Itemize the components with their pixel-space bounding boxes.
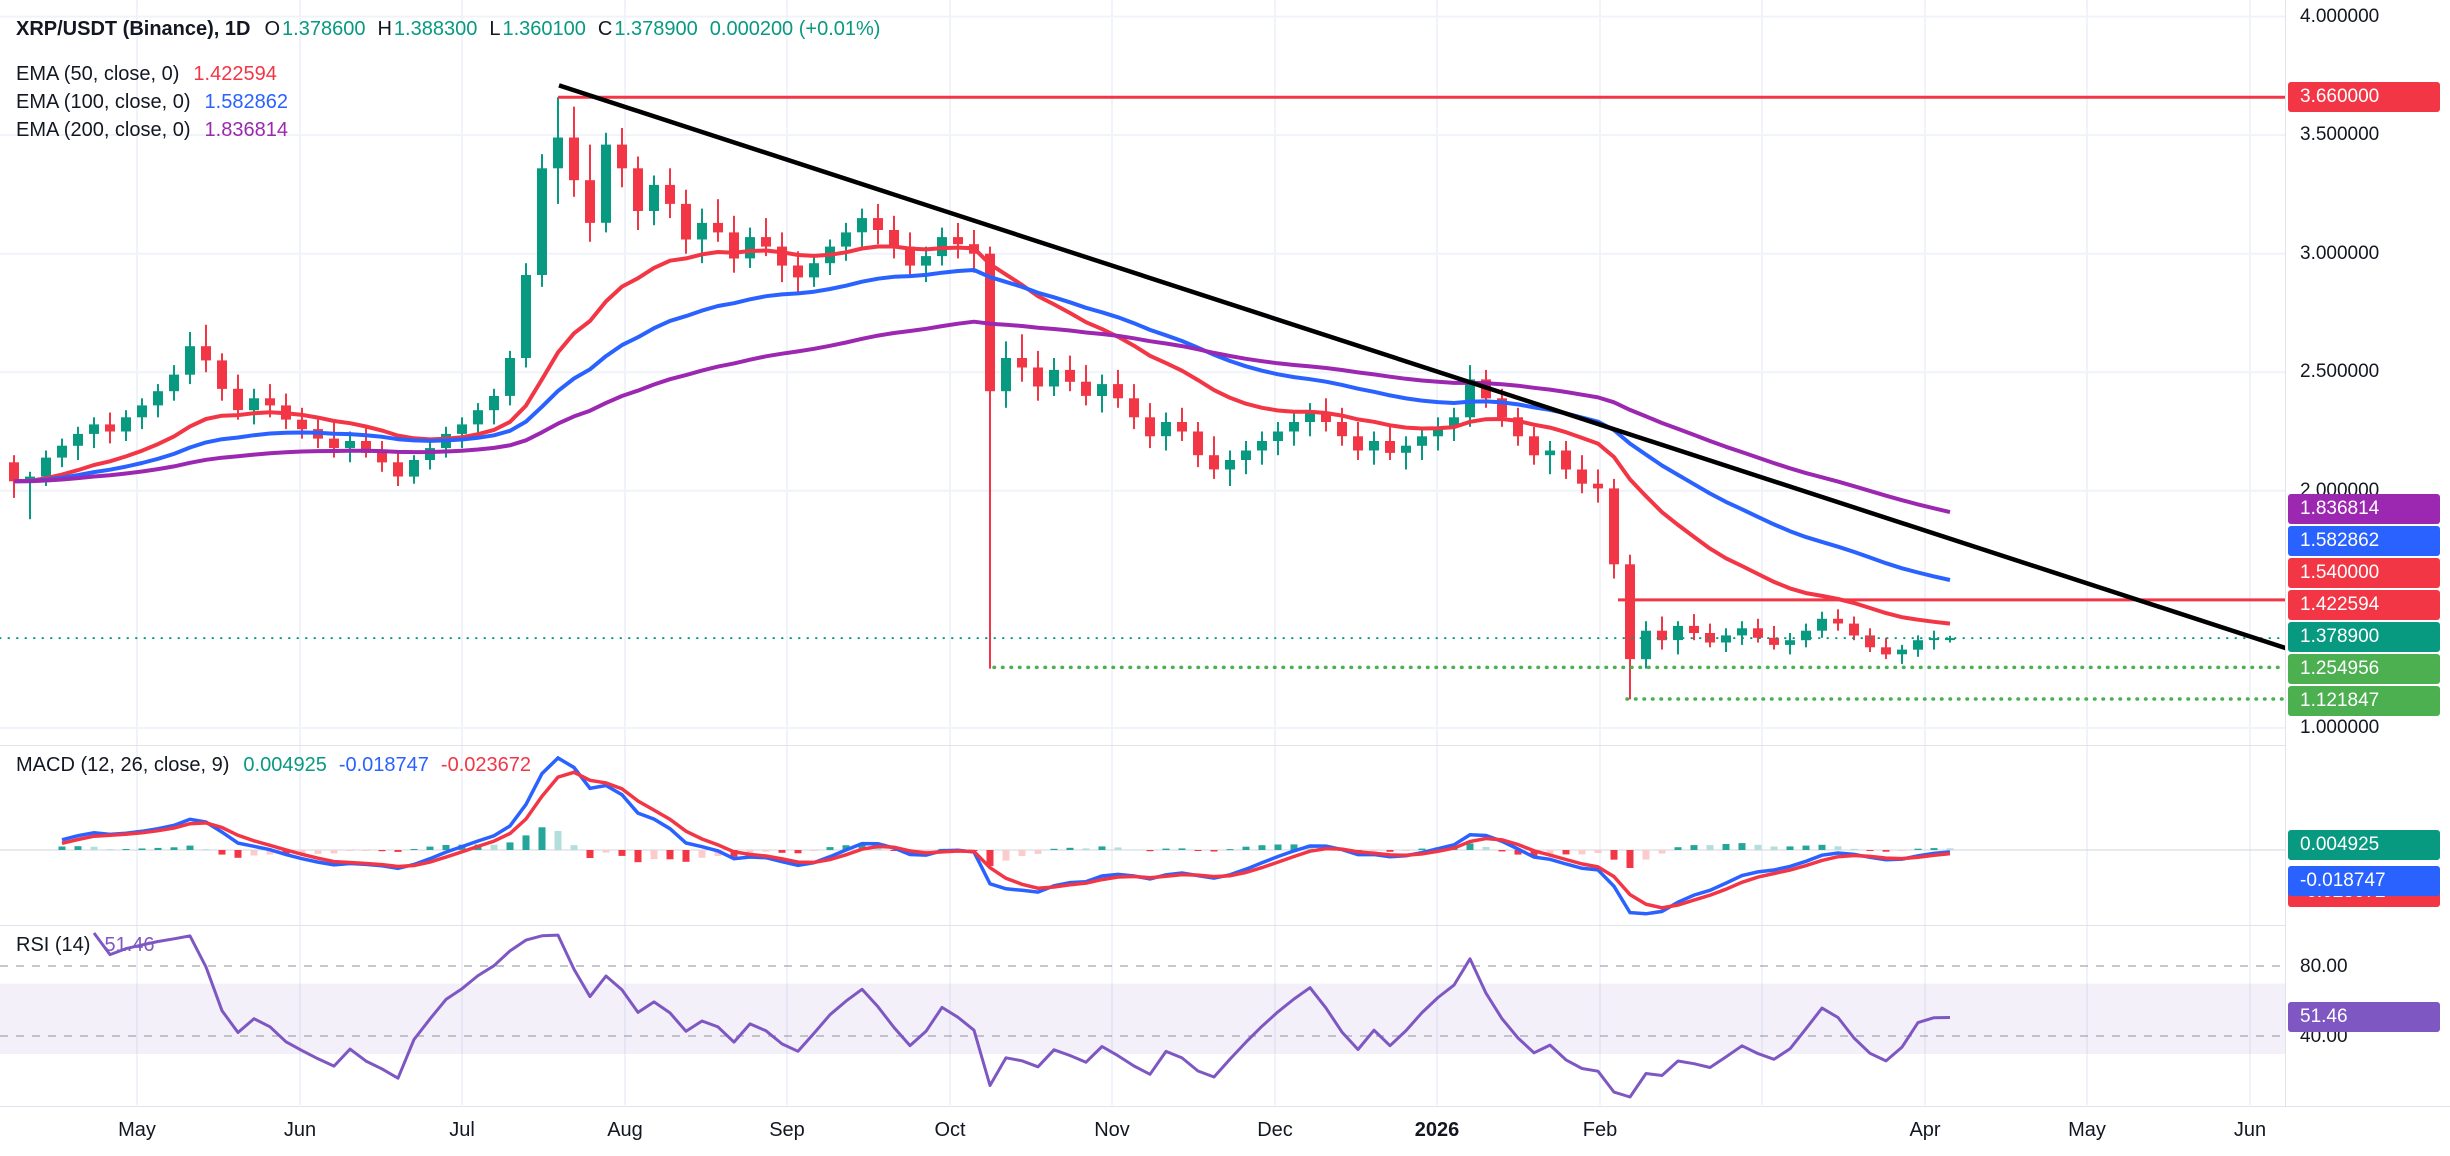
rsi-grid-layer xyxy=(136,925,2251,1105)
macd-signal-value: -0.023672 xyxy=(440,754,531,776)
month-label-Jun: Jun xyxy=(2233,1119,2267,1141)
macd-signal-line xyxy=(61,770,1951,910)
price-badge: 1.422594 xyxy=(2288,590,2440,620)
ema-200-label: EMA (200, close, 0) xyxy=(16,119,191,141)
ohlc-close: C 1.378900 xyxy=(597,18,698,40)
ema-200-line xyxy=(13,319,1951,515)
rsi-value: 51.46 xyxy=(104,934,155,956)
rsi-label: RSI (14) xyxy=(16,934,91,956)
month-label-May: May xyxy=(2068,1119,2106,1141)
ema-50-legend-row[interactable]: EMA (50, close, 0) 1.422594 xyxy=(16,63,277,86)
month-label-Apr: Apr xyxy=(1909,1119,1941,1141)
price-axis-border xyxy=(2285,0,2286,1106)
time-axis[interactable]: May Jun Jul Aug Sep Oct Nov Dec 2026 Feb Apr May Jun xyxy=(0,1107,2450,1156)
month-label-Dec: Dec xyxy=(1257,1119,1293,1141)
price-axis[interactable]: 4.000000 3.500000 3.000000 2.500000 2.000000… xyxy=(2286,0,2450,1106)
macd-legend-row[interactable]: MACD (12, 26, close, 9) 0.004925 -0.0187… xyxy=(16,754,531,777)
month-label-Oct: Oct xyxy=(934,1119,966,1141)
price-axis-label: 3.000000 xyxy=(2300,243,2380,264)
rsi-legend-row[interactable]: RSI (14) 51.46 xyxy=(16,934,155,957)
change-value: 0.000200 (+0.01%) xyxy=(709,18,881,40)
ema-200-legend-row[interactable]: EMA (200, close, 0) 1.836814 xyxy=(16,119,288,142)
ohlc-open: O 1.378600 xyxy=(264,18,366,40)
ema-50-value: 1.422594 xyxy=(193,63,277,85)
time-axis-separator xyxy=(0,1106,2450,1107)
main-price-pane[interactable]: XRP/USDT (Binance), 1D O 1.378600 H 1.3883… xyxy=(0,0,2285,745)
macd-value-badge: -0.018747 xyxy=(2288,866,2440,896)
rsi-pane[interactable]: RSI (14) 51.46 xyxy=(0,925,2285,1105)
ema-100-line xyxy=(13,268,1951,582)
month-label-Nov: Nov xyxy=(1094,1119,1130,1141)
month-label-Jul: Jul xyxy=(449,1119,475,1141)
month-label-May: May xyxy=(118,1119,156,1141)
pane-separator[interactable] xyxy=(0,925,2450,926)
price-badge: 1.540000 xyxy=(2288,558,2440,588)
month-label-Sep: Sep xyxy=(769,1119,805,1141)
macd-line-value: -0.018747 xyxy=(338,754,429,776)
ema-50-label: EMA (50, close, 0) xyxy=(16,63,180,85)
ema-100-label: EMA (100, close, 0) xyxy=(16,91,191,113)
rsi-value-badge: 51.46 xyxy=(2288,1002,2440,1032)
month-label-2026: 2026 xyxy=(1414,1119,1460,1141)
price-badge: 1.582862 xyxy=(2288,526,2440,556)
ema-100-legend-row[interactable]: EMA (100, close, 0) 1.582862 xyxy=(16,91,288,114)
price-badge: 1.121847 xyxy=(2288,686,2440,716)
rsi-chart-canvas[interactable] xyxy=(0,925,2285,1105)
macd-chart-canvas[interactable] xyxy=(0,745,2285,925)
ema-50-line xyxy=(13,244,1951,626)
main-chart-canvas[interactable] xyxy=(0,0,2285,745)
rsi-line xyxy=(92,932,1951,1099)
symbol-title: XRP/USDT (Binance), 1D xyxy=(16,18,251,40)
ohlc-low: L 1.360100 xyxy=(489,18,586,40)
macd-hist-value: 0.004925 xyxy=(243,754,327,776)
month-label-Jun: Jun xyxy=(283,1119,317,1141)
macd-value-badge: 0.004925 xyxy=(2288,830,2440,860)
price-badge: 1.378900 xyxy=(2288,622,2440,652)
price-badge: 1.836814 xyxy=(2288,494,2440,524)
price-axis-label: 3.500000 xyxy=(2300,124,2380,145)
symbol-legend-row[interactable]: XRP/USDT (Binance), 1D O 1.378600 H 1.3883… xyxy=(16,18,880,41)
month-label-Feb: Feb xyxy=(1582,1119,1618,1141)
macd-pane[interactable]: MACD (12, 26, close, 9) 0.004925 -0.0187… xyxy=(0,745,2285,925)
grid-layer xyxy=(0,0,2285,745)
price-axis-label: 2.500000 xyxy=(2300,361,2380,382)
month-label-Aug: Aug xyxy=(607,1119,643,1141)
descending-trendline[interactable] xyxy=(558,83,2285,651)
price-badge: 3.660000 xyxy=(2288,82,2440,112)
price-axis-label: 4.000000 xyxy=(2300,6,2380,27)
ohlc-high: H 1.388300 xyxy=(377,18,478,40)
candles-layer xyxy=(9,97,1955,700)
ema-100-value: 1.582862 xyxy=(204,91,288,113)
price-badge: 1.254956 xyxy=(2288,654,2440,684)
price-axis-label: 1.000000 xyxy=(2300,717,2380,738)
macd-line xyxy=(61,755,1951,916)
ema-200-value: 1.836814 xyxy=(204,119,288,141)
macd-grid-layer xyxy=(136,745,2251,925)
pane-separator[interactable] xyxy=(0,745,2450,746)
rsi-axis-label: 80.00 xyxy=(2300,956,2348,977)
macd-label: MACD (12, 26, close, 9) xyxy=(16,754,230,776)
